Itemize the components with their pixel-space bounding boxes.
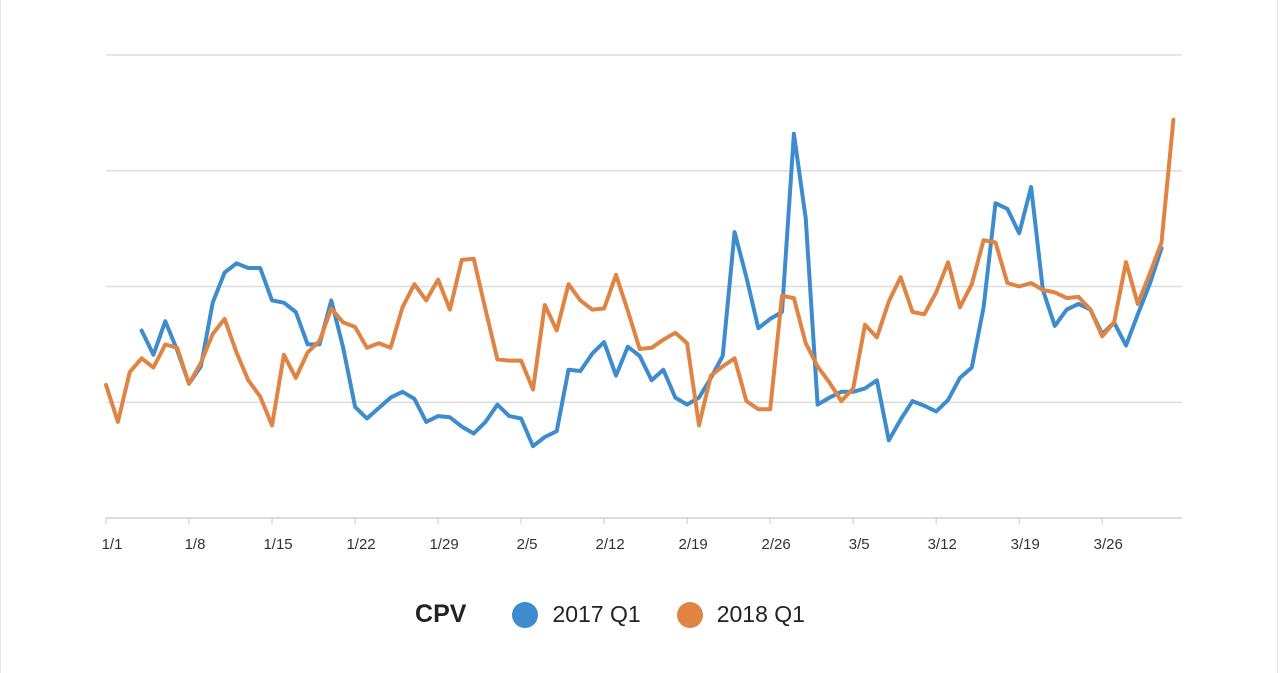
legend-label: 2018 Q1 bbox=[716, 601, 805, 627]
x-tick-label: 3/26 bbox=[1094, 536, 1123, 553]
legend-dot-icon bbox=[676, 601, 703, 628]
legend: CPV 2017 Q1 2018 Q1 bbox=[0, 600, 1256, 629]
x-tick-label: 3/19 bbox=[1011, 536, 1040, 553]
legend-item-2018[interactable]: 2018 Q1 bbox=[676, 601, 805, 628]
x-tick-label: 3/5 bbox=[849, 536, 870, 553]
legend-dot-icon bbox=[512, 601, 539, 628]
x-tick-label: 2/19 bbox=[679, 536, 708, 553]
legend-item-2017[interactable]: 2017 Q1 bbox=[512, 601, 641, 628]
series-line-2017-q1 bbox=[139, 131, 1164, 449]
x-tick-label: 1/29 bbox=[429, 536, 458, 553]
x-tick-label: 1/8 bbox=[185, 536, 206, 553]
legend-label: 2017 Q1 bbox=[552, 601, 641, 627]
x-tick-label: 2/12 bbox=[596, 536, 625, 553]
x-tick-label: 1/15 bbox=[263, 536, 292, 553]
x-tick-label: 2/26 bbox=[762, 536, 791, 553]
x-tick-label: 1/22 bbox=[346, 536, 375, 553]
x-tick-label: 1/1 bbox=[102, 536, 123, 553]
x-axis: 1/1 1/8 1/15 1/22 1/29 2/5 2/12 2/19 2/26 3/5 3/12… bbox=[102, 517, 1182, 553]
legend-title: CPV bbox=[415, 600, 467, 628]
gridlines bbox=[106, 54, 1182, 403]
series-line-2018-q1 bbox=[104, 117, 1176, 428]
x-tick-label: 2/5 bbox=[517, 536, 538, 553]
series-lines bbox=[104, 117, 1176, 449]
x-tick-label: 3/12 bbox=[928, 536, 957, 553]
